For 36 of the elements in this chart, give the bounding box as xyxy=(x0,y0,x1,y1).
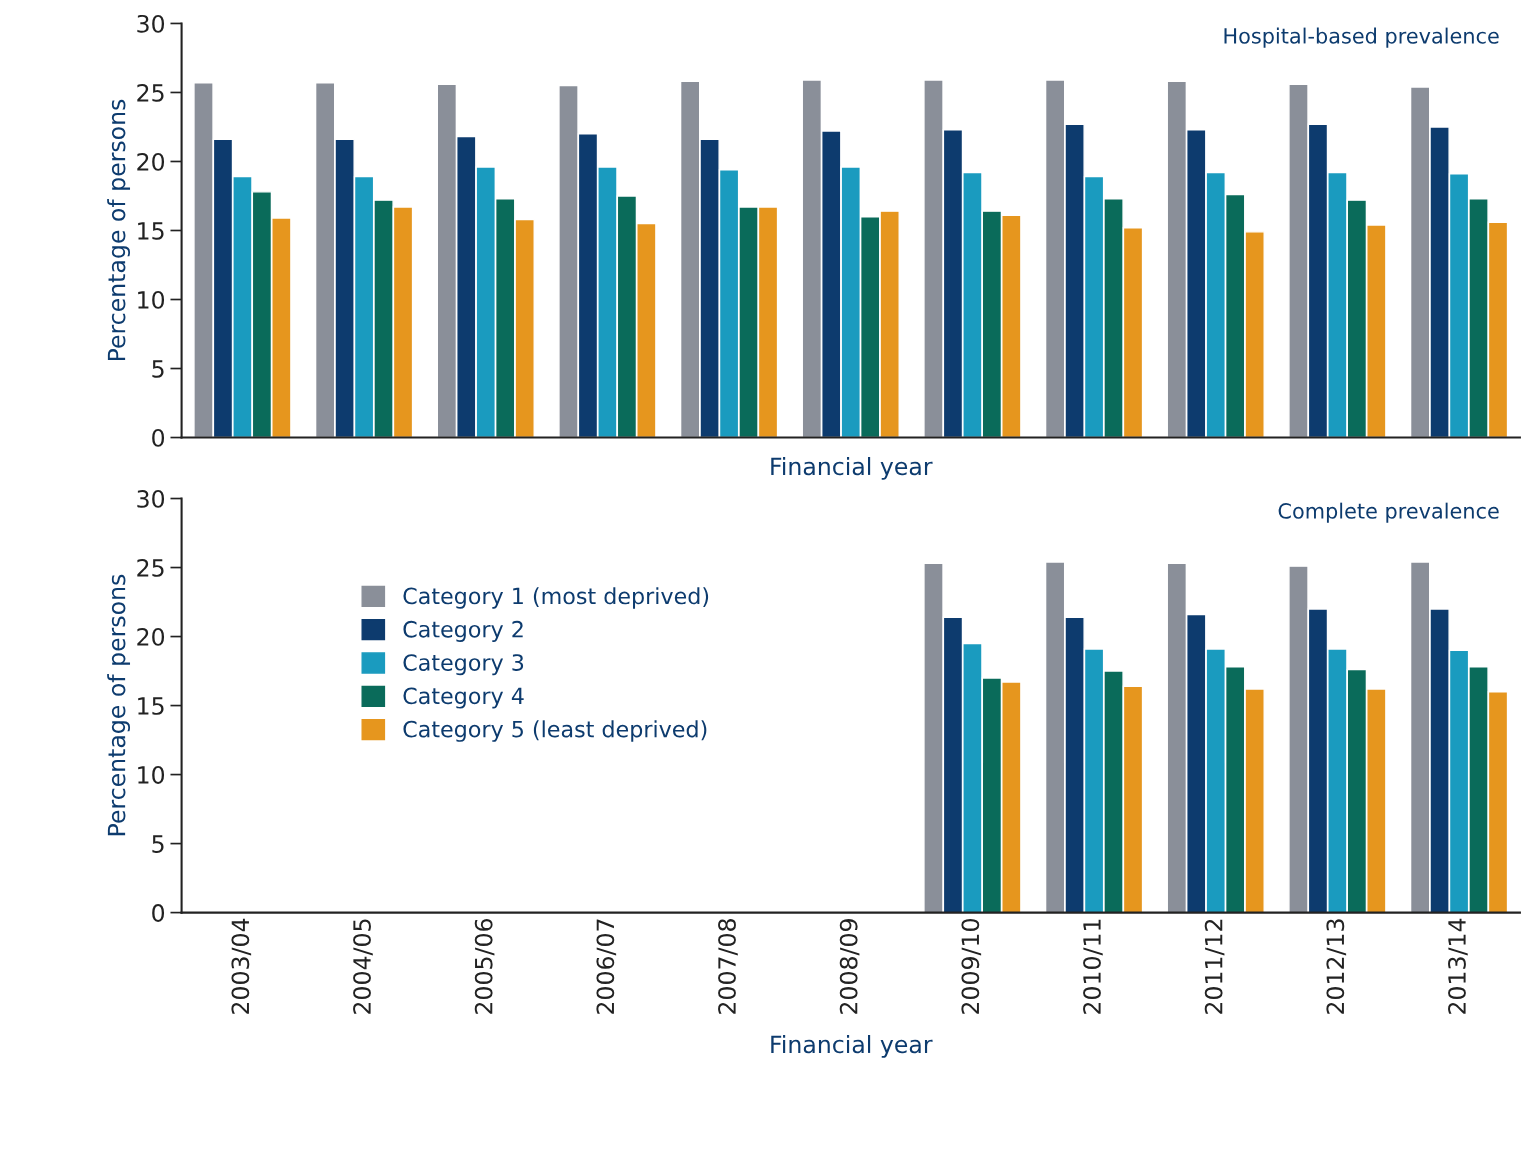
y-tick-label: 10 xyxy=(138,290,165,309)
x-axis-title: Financial year xyxy=(771,456,933,480)
legend-label: Category 4 xyxy=(403,687,524,709)
y-tick-label: 10 xyxy=(138,766,165,784)
x-tick-label: 2008/09 xyxy=(839,919,860,1014)
x-tick-label: 2012/13 xyxy=(1326,919,1347,1014)
legend-label: Category 1 (most deprived) xyxy=(403,587,709,609)
y-tick-label: 15 xyxy=(138,222,164,240)
legend-label: Category 3 xyxy=(403,654,524,676)
y-axis-title: Percentage of persons xyxy=(107,574,131,836)
x-tick-label: 2013/14 xyxy=(1448,918,1468,1014)
y-tick-label: 20 xyxy=(137,152,165,171)
y-tick-label: 30 xyxy=(137,489,165,508)
y-tick-label: 15 xyxy=(138,697,164,715)
x-tick-label: 2007/08 xyxy=(718,919,738,1014)
legend-label: Category 5 (least deprived) xyxy=(403,720,707,742)
y-tick-label: 30 xyxy=(137,14,165,33)
x-tick-label: 2009/10 xyxy=(961,919,982,1014)
y-tick-label: 0 xyxy=(152,428,165,447)
y-tick-label: 0 xyxy=(152,904,165,922)
y-tick-label: 20 xyxy=(137,627,165,646)
y-axis-title: Percentage of persons xyxy=(107,99,131,361)
x-tick-label: 2003/04 xyxy=(231,918,252,1014)
y-tick-label: 5 xyxy=(152,835,164,853)
y-tick-label: 25 xyxy=(137,558,164,577)
x-tick-label: 2006/07 xyxy=(596,919,617,1014)
x-axis-title: Financial year xyxy=(771,1034,933,1058)
x-tick-label: 2004/05 xyxy=(353,919,373,1014)
x-tick-label: 2010/11 xyxy=(1083,919,1103,1014)
y-tick-label: 5 xyxy=(152,360,164,378)
legend-label: Category 2 xyxy=(403,620,523,642)
x-tick-label: 2005/06 xyxy=(474,918,495,1014)
chart-title: Hospital-based prevalence xyxy=(1224,27,1499,48)
x-tick-label: 2011/12 xyxy=(1204,919,1225,1014)
y-tick-label: 25 xyxy=(137,83,164,102)
chart-title: Complete prevalence xyxy=(1278,502,1499,523)
